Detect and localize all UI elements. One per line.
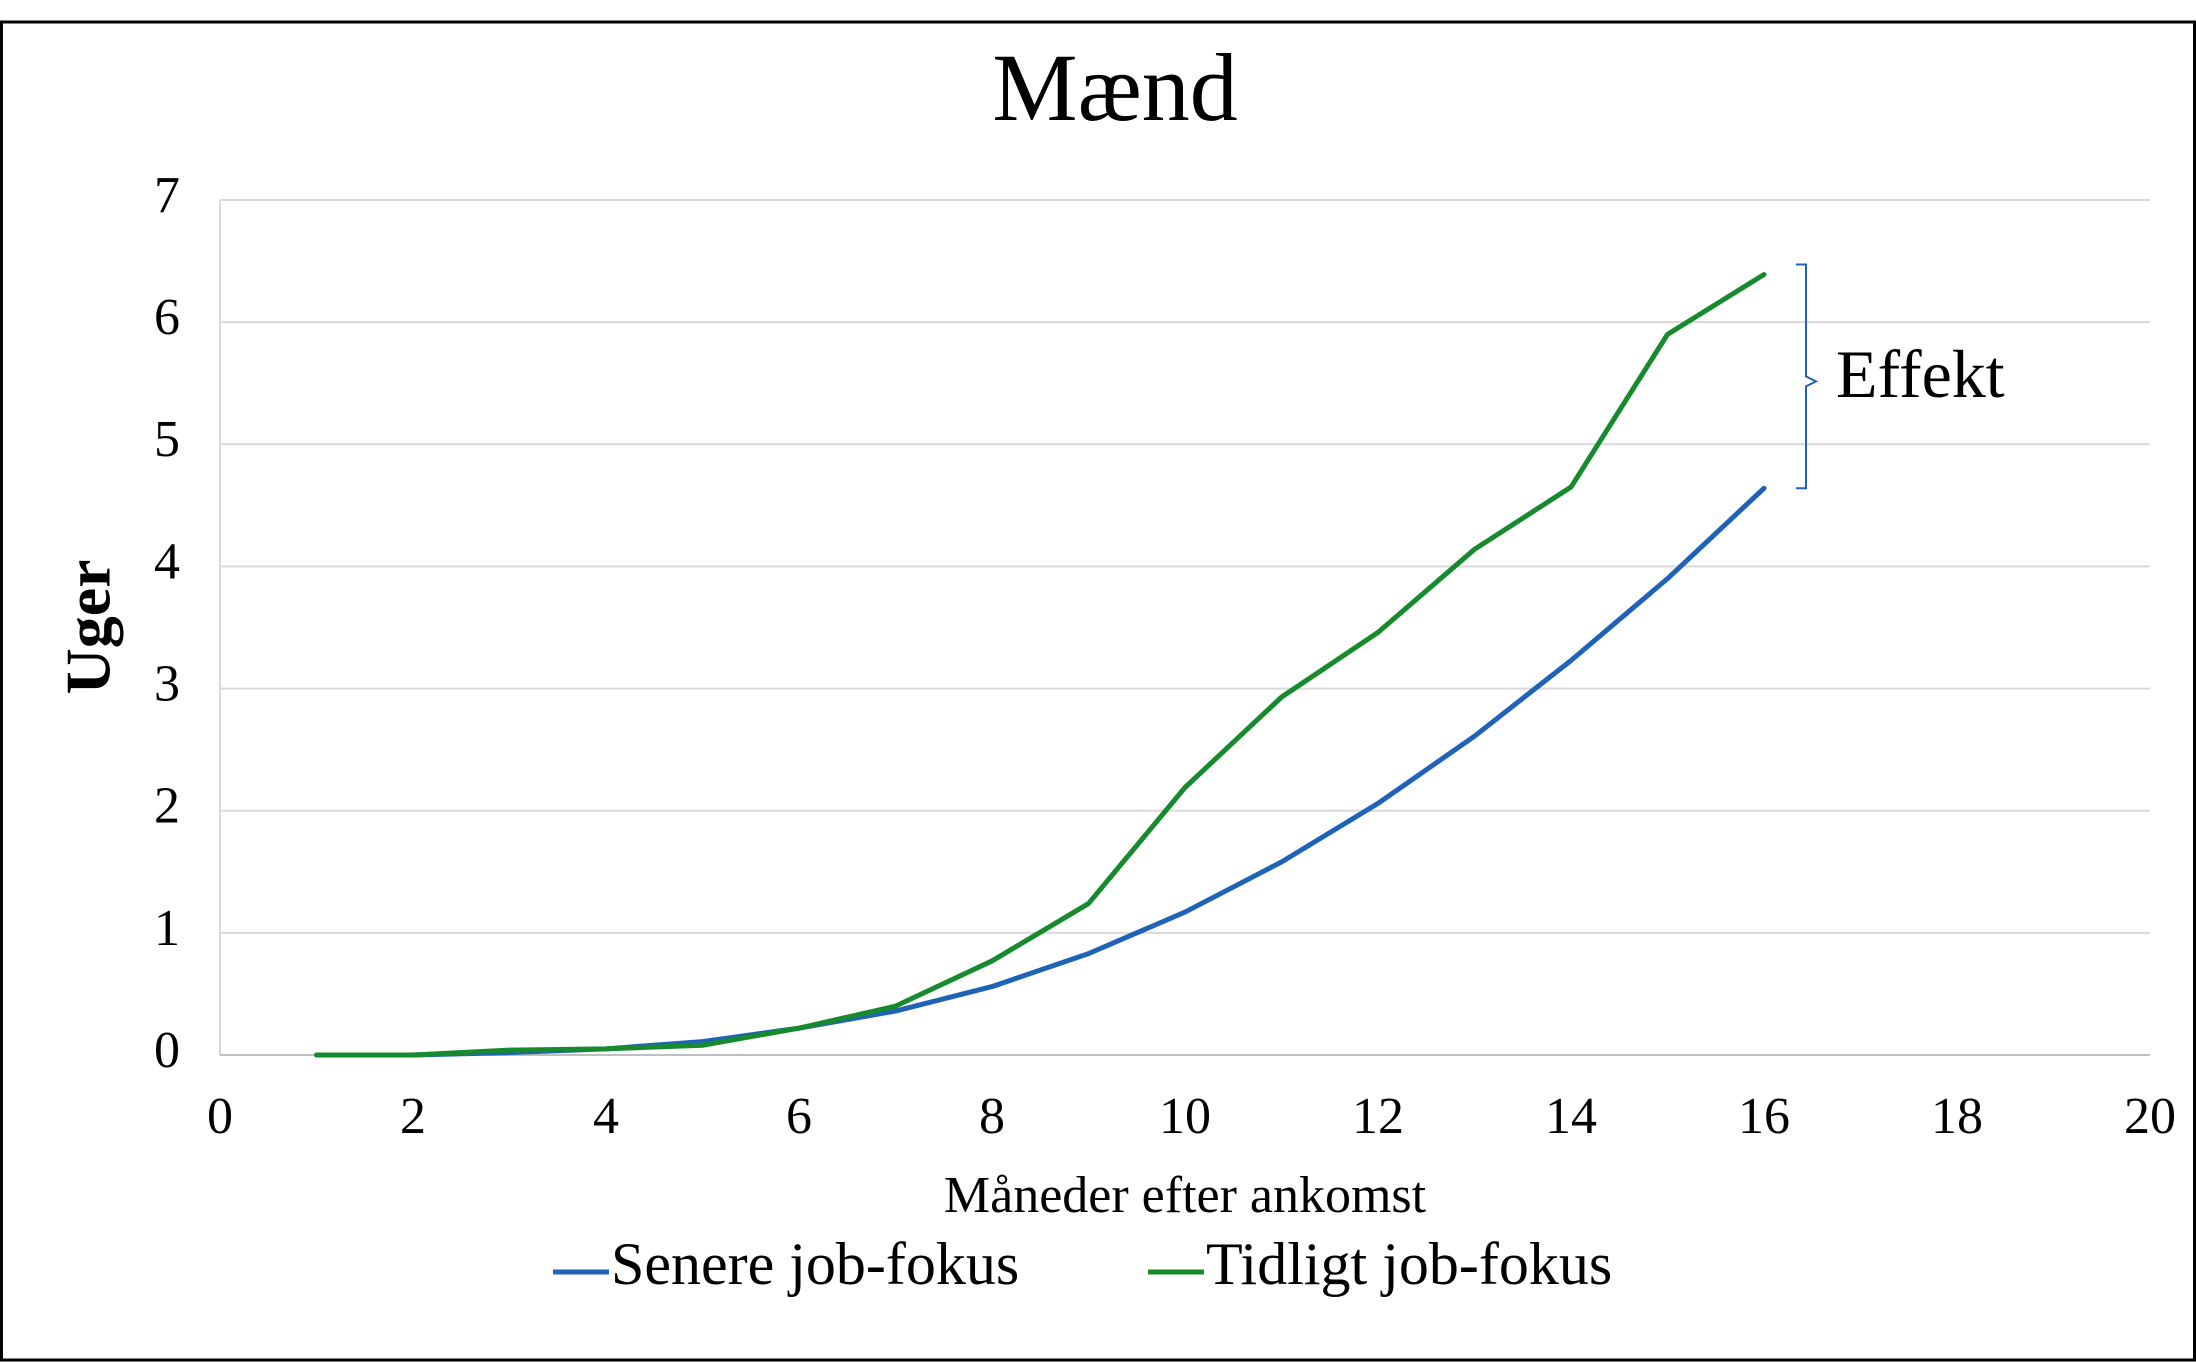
annotation: Effekt (1836, 336, 2005, 412)
x-tick-label: 4 (593, 1088, 619, 1145)
legend-label: Senere job-fokus (611, 1231, 1019, 1297)
x-tick-label: 8 (979, 1088, 1005, 1145)
y-tick-label: 3 (154, 656, 180, 713)
y-tick-label: 0 (154, 1022, 180, 1079)
y-tick-label: 2 (154, 778, 180, 835)
y-tick-label: 6 (154, 289, 180, 346)
x-tick-label: 0 (207, 1088, 233, 1145)
x-tick-label: 20 (2124, 1088, 2176, 1145)
y-tick-label: 5 (154, 411, 180, 468)
x-tick-label: 14 (1545, 1088, 1597, 1145)
x-tick-label: 18 (1931, 1088, 1983, 1145)
y-axis-label: Uger (53, 559, 124, 694)
chart-title: Mænd (992, 34, 1237, 141)
x-tick-label: 10 (1159, 1088, 1211, 1145)
data-line (314, 272, 1767, 1058)
effect-bracket (1796, 263, 1819, 490)
legend-label: Tidligt job-fokus (1206, 1231, 1612, 1297)
chart-border (0, 20, 2196, 1362)
x-tick-label: 6 (786, 1088, 812, 1145)
x-axis-label: Måneder efter ankomst (944, 1167, 1427, 1224)
y-tick-label: 4 (154, 533, 180, 590)
y-tick-label: 7 (154, 167, 180, 224)
y-tick-label: 1 (154, 900, 180, 957)
x-tick-label: 16 (1738, 1088, 1790, 1145)
x-tick-label: 12 (1352, 1088, 1404, 1145)
x-tick-label: 2 (400, 1088, 426, 1145)
